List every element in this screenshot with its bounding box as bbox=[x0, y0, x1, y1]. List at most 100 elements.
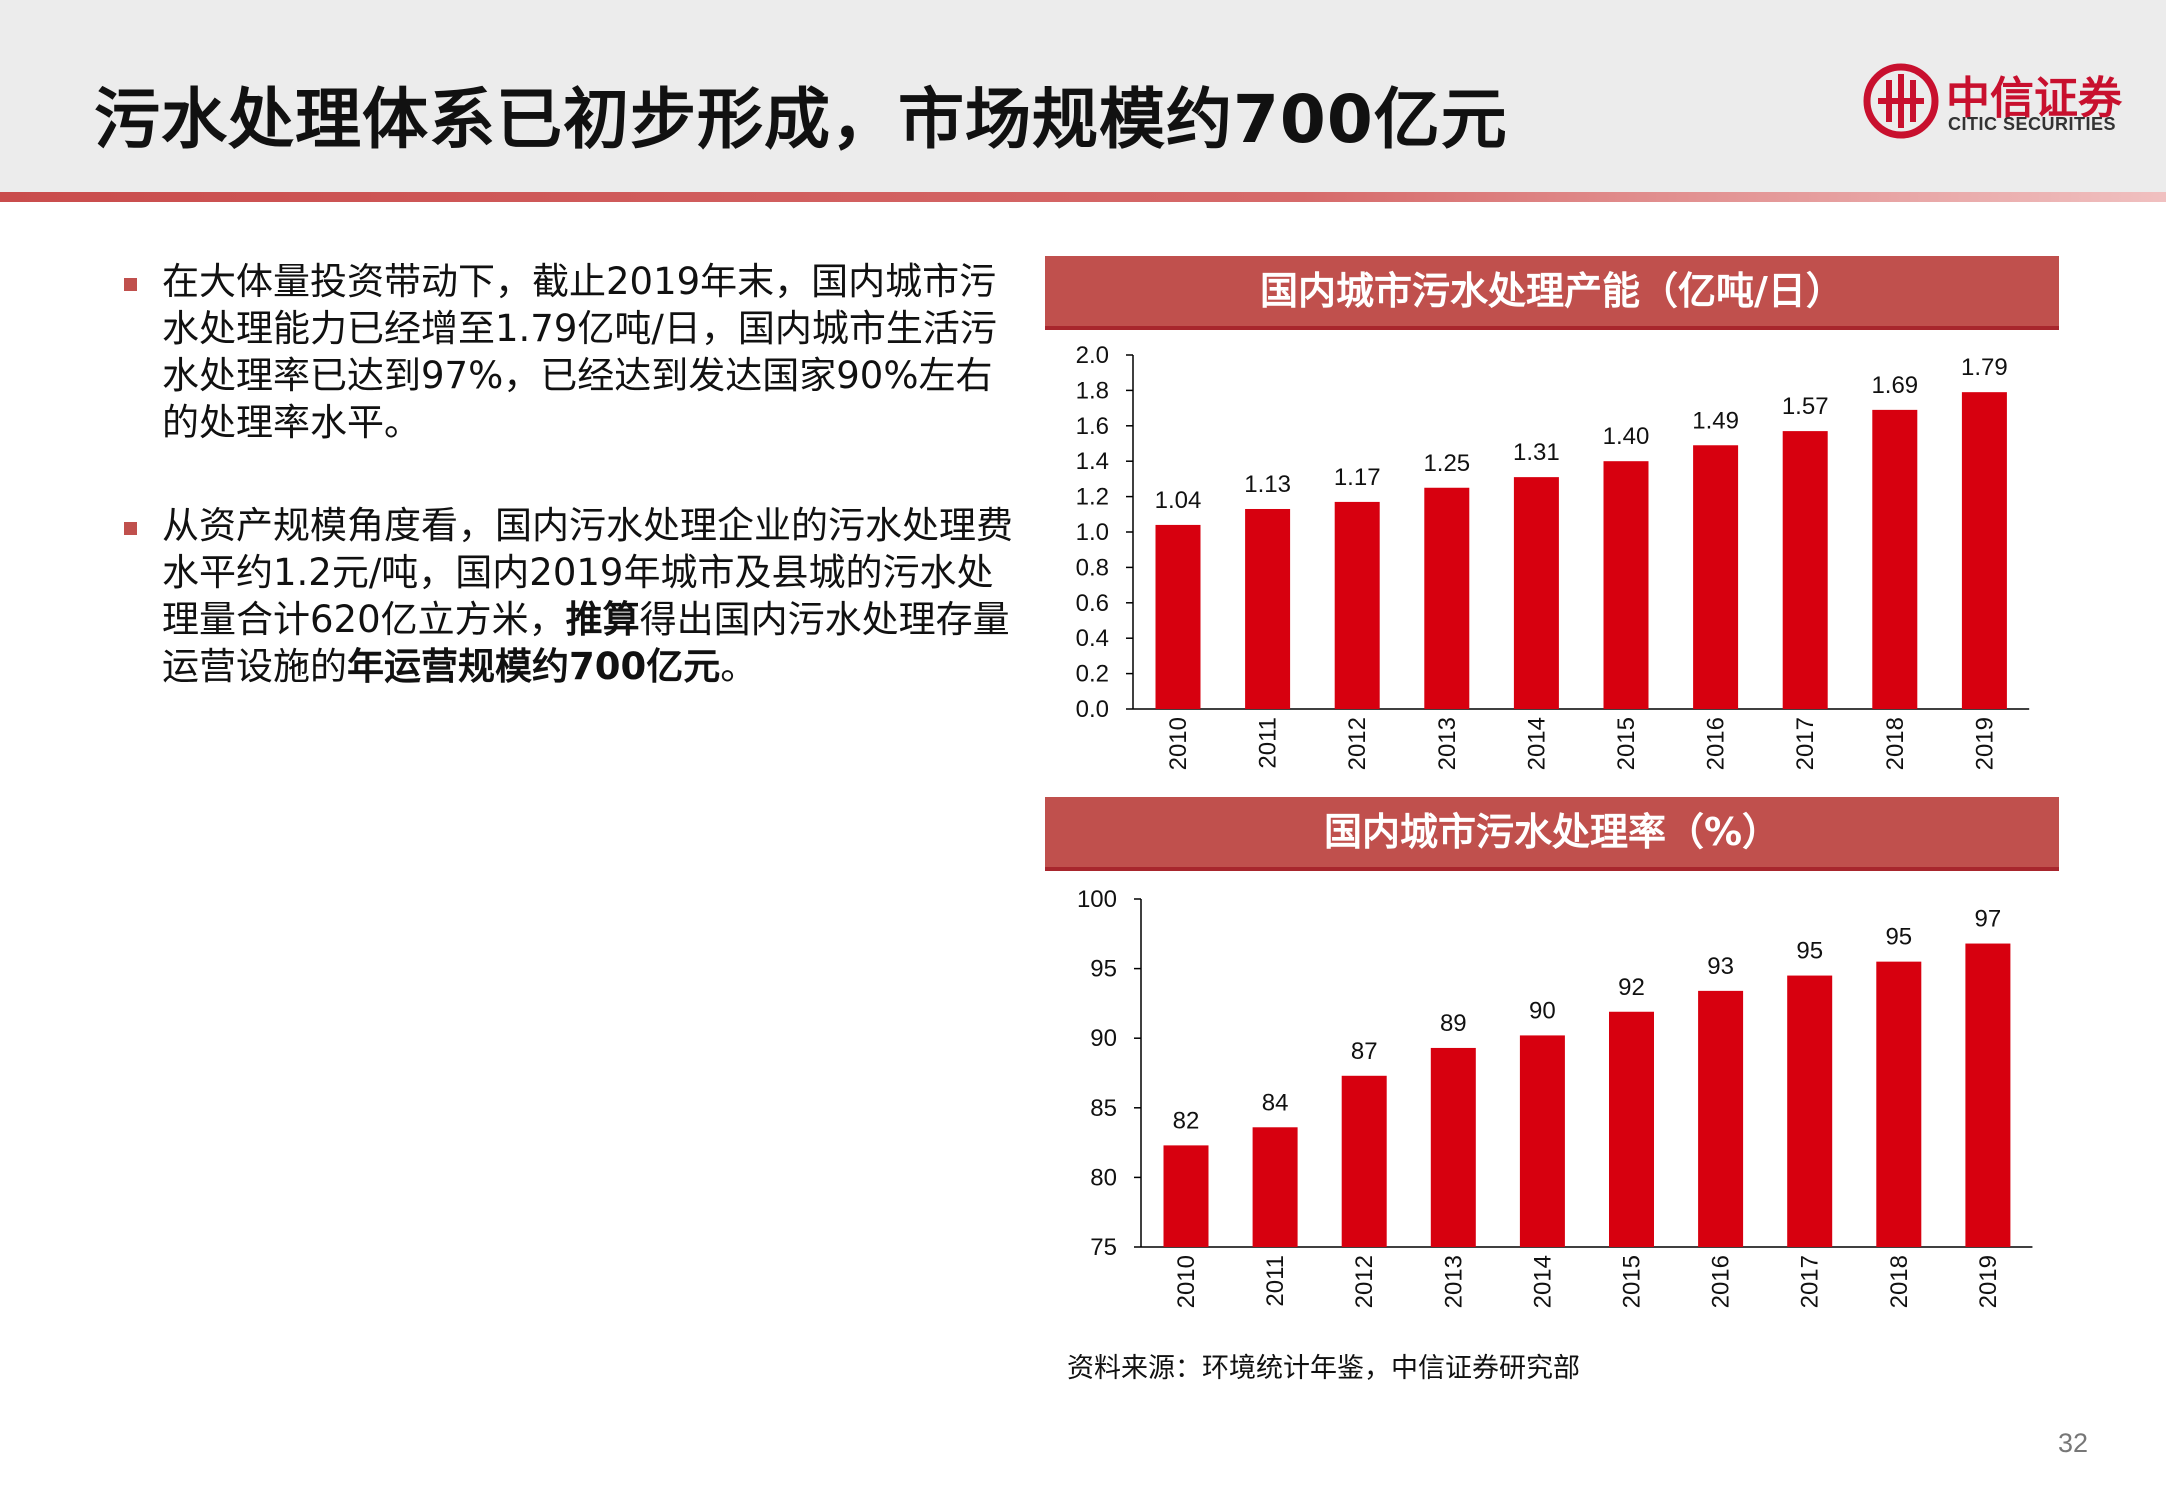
data-label: 1.25 bbox=[1423, 450, 1470, 477]
y-tick-label: 1.0 bbox=[1076, 519, 1109, 546]
x-tick-label: 2019 bbox=[1975, 1255, 2002, 1308]
data-label: 1.57 bbox=[1782, 393, 1829, 420]
bullet-text: 。 bbox=[720, 645, 758, 688]
data-label: 1.17 bbox=[1334, 464, 1381, 491]
data-label: 1.04 bbox=[1155, 487, 1202, 514]
data-label: 1.79 bbox=[1961, 354, 2008, 381]
x-tick-label: 2013 bbox=[1440, 1255, 1467, 1308]
bar-2016 bbox=[1693, 445, 1739, 709]
data-label: 90 bbox=[1529, 997, 1556, 1024]
bar-2013 bbox=[1424, 487, 1470, 709]
bar-2015 bbox=[1603, 461, 1649, 709]
y-tick-label: 80 bbox=[1090, 1164, 1117, 1191]
x-tick-label: 2014 bbox=[1523, 717, 1550, 770]
chart-title-treatment-rate: 国内城市污水处理率（%） bbox=[1045, 797, 2059, 871]
bar-2015 bbox=[1609, 1011, 1654, 1247]
bar-2010 bbox=[1155, 524, 1201, 709]
y-tick-label: 0.2 bbox=[1076, 661, 1109, 688]
data-label: 95 bbox=[1796, 938, 1823, 965]
data-label: 93 bbox=[1707, 953, 1734, 980]
bar-2014 bbox=[1513, 477, 1559, 709]
x-tick-label: 2015 bbox=[1619, 1255, 1646, 1308]
x-tick-label: 2013 bbox=[1434, 717, 1461, 770]
y-tick-label: 90 bbox=[1090, 1025, 1117, 1052]
x-tick-label: 2011 bbox=[1262, 1255, 1289, 1307]
x-tick-label: 2018 bbox=[1886, 1255, 1913, 1308]
y-tick-label: 0.6 bbox=[1076, 590, 1109, 617]
data-label: 1.31 bbox=[1513, 439, 1560, 466]
bullet-text: 在大体量投资带动下，截止2019年末，国内城市污水处理能力已经增至1.79亿吨/… bbox=[162, 260, 997, 444]
y-tick-label: 1.6 bbox=[1076, 413, 1109, 440]
chart-treatment-rate: 75 80 85 90 95 100 82 2010 84 2011 87 2012 89 2013 90 2… bbox=[1077, 886, 2033, 1308]
bar-2017 bbox=[1787, 975, 1833, 1247]
data-label: 92 bbox=[1618, 974, 1645, 1001]
bar-2012 bbox=[1334, 501, 1380, 709]
data-label: 1.40 bbox=[1603, 423, 1650, 450]
y-tick-label: 2.0 bbox=[1076, 342, 1109, 369]
bullet-marker bbox=[124, 522, 137, 535]
bar-2011 bbox=[1252, 1127, 1298, 1247]
chart-title-capacity: 国内城市污水处理产能（亿吨/日） bbox=[1045, 256, 2059, 330]
y-tick-label: 1.8 bbox=[1076, 377, 1109, 404]
bullet-text: 得出国内污水处理存量运营设施的 bbox=[162, 598, 1010, 688]
y-tick-label: 100 bbox=[1077, 886, 1117, 913]
y-tick-label: 0.8 bbox=[1076, 554, 1109, 581]
bar-2018 bbox=[1876, 961, 1922, 1247]
data-label: 89 bbox=[1440, 1010, 1467, 1037]
page-title: 污水处理体系已初步形成，市场规模约700亿元 bbox=[94, 81, 1508, 158]
x-tick-label: 2012 bbox=[1351, 1255, 1378, 1308]
x-tick-label: 2017 bbox=[1792, 717, 1819, 770]
data-label: 97 bbox=[1975, 906, 2002, 933]
y-tick-label: 1.2 bbox=[1076, 484, 1109, 511]
bar-2014 bbox=[1519, 1035, 1565, 1247]
x-tick-label: 2010 bbox=[1165, 717, 1192, 770]
data-label: 1.13 bbox=[1244, 471, 1291, 498]
x-tick-label: 2017 bbox=[1797, 1255, 1824, 1308]
bullet-emphasis: 年运营规模约700亿元 bbox=[347, 645, 721, 688]
data-label: 95 bbox=[1885, 924, 1912, 951]
bar-2012 bbox=[1341, 1075, 1387, 1247]
x-tick-label: 2019 bbox=[1971, 717, 1998, 770]
x-tick-label: 2018 bbox=[1882, 717, 1909, 770]
source-note: 资料来源：环境统计年鉴，中信证券研究部 bbox=[1067, 1353, 1580, 1384]
data-label: 84 bbox=[1262, 1089, 1289, 1116]
bullet-item-market-size: 从资产规模角度看，国内污水处理企业的污水处理费水平约1.2元/吨，国内2019年… bbox=[124, 502, 1014, 690]
header-bar bbox=[0, 0, 2166, 192]
bar-2010 bbox=[1163, 1145, 1209, 1247]
y-tick-label: 75 bbox=[1090, 1234, 1117, 1261]
x-tick-label: 2010 bbox=[1173, 1255, 1200, 1308]
logo-text-english: CITIC SECURITIES bbox=[1948, 114, 2117, 134]
data-label: 1.69 bbox=[1871, 372, 1918, 399]
bar-2016 bbox=[1698, 990, 1744, 1247]
page-number: 32 bbox=[2058, 1428, 2089, 1458]
logo-text-chinese: 中信证券 bbox=[1946, 73, 2122, 124]
bar-2017 bbox=[1782, 431, 1828, 709]
citic-emblem-icon bbox=[1863, 63, 1939, 139]
y-tick-label: 1.4 bbox=[1076, 448, 1109, 475]
x-tick-label: 2012 bbox=[1344, 717, 1371, 770]
bullet-list: 在大体量投资带动下，截止2019年末，国内城市污水处理能力已经增至1.79亿吨/… bbox=[124, 258, 1014, 746]
data-label: 1.49 bbox=[1692, 407, 1739, 434]
x-tick-label: 2016 bbox=[1703, 717, 1730, 770]
x-tick-label: 2011 bbox=[1255, 717, 1282, 769]
x-tick-label: 2014 bbox=[1529, 1255, 1556, 1308]
bar-2019 bbox=[1961, 392, 2007, 709]
bullet-marker bbox=[124, 278, 137, 291]
bar-2011 bbox=[1245, 508, 1291, 709]
bullet-item-capacity: 在大体量投资带动下，截止2019年末，国内城市污水处理能力已经增至1.79亿吨/… bbox=[124, 258, 1014, 446]
bar-2018 bbox=[1872, 409, 1918, 709]
header-divider bbox=[0, 192, 2166, 202]
citic-logo: 中信证券 CITIC SECURITIES bbox=[1862, 60, 2122, 142]
bullet-text: 从资产规模角度看，国内污水处理企业的污水处理费水平约1.2元/吨，国内2019年… bbox=[162, 504, 1013, 641]
bullet-emphasis: 推算 bbox=[565, 598, 640, 641]
bar-2019 bbox=[1965, 943, 2011, 1247]
bar-2013 bbox=[1430, 1047, 1476, 1247]
y-tick-label: 95 bbox=[1090, 956, 1117, 983]
data-label: 87 bbox=[1351, 1038, 1378, 1065]
data-label: 82 bbox=[1173, 1107, 1200, 1134]
y-tick-label: 0.0 bbox=[1076, 696, 1109, 723]
y-tick-label: 85 bbox=[1090, 1095, 1117, 1122]
chart-capacity: 0.0 0.2 0.4 0.6 0.8 1.0 1.2 1.4 1.6 1.8 2.0 1.04 201… bbox=[1076, 342, 2030, 770]
x-tick-label: 2015 bbox=[1613, 717, 1640, 770]
y-tick-label: 0.4 bbox=[1076, 625, 1109, 652]
